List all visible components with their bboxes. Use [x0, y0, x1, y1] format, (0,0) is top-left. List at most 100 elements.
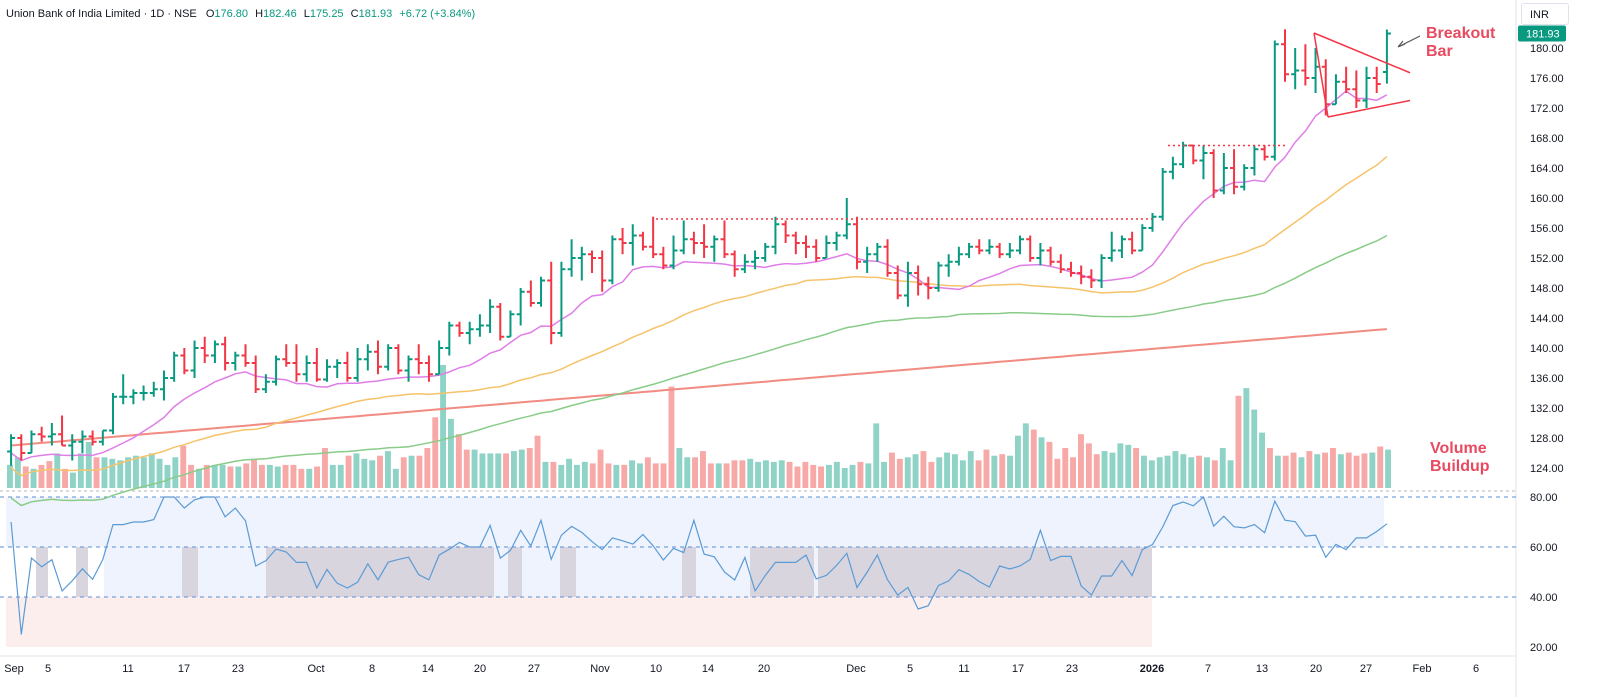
ohlc-bar [139, 385, 148, 401]
volume-bar [1306, 451, 1313, 488]
volume-text-2: Buildup [1430, 458, 1490, 475]
ohlc-bar [720, 220, 729, 258]
volume-bar [266, 464, 273, 488]
volume-bar [1211, 460, 1218, 488]
ma20-line [10, 90, 1388, 462]
volume-bar [818, 466, 824, 488]
volume-bar [668, 386, 675, 488]
last-price-tag [1518, 25, 1566, 42]
volume-bar [455, 434, 462, 488]
ohlc-bar [1362, 66, 1371, 108]
volume-bar [928, 461, 935, 488]
volume-bar [463, 449, 470, 488]
price-tick-label: 160.00 [1530, 193, 1564, 205]
ohlc-bar [1301, 44, 1310, 86]
volume-bar [274, 466, 281, 488]
time-tick-label: 5 [907, 663, 913, 675]
ohlc-bar [985, 239, 994, 255]
ohlc-bar [822, 235, 831, 259]
volume-bar [70, 472, 76, 488]
volume-bar [794, 466, 801, 488]
volume-bar [227, 466, 234, 488]
rsi-grey-segment [508, 547, 522, 597]
volume-bar [1022, 423, 1029, 488]
volume-bar [345, 455, 352, 488]
ohlc-bar [129, 389, 138, 405]
ma50-line [10, 156, 1388, 477]
time-tick-label: 20 [1310, 663, 1322, 675]
volume-bar [896, 458, 903, 488]
time-tick-label: Oct [307, 663, 324, 675]
volume-bar [1078, 434, 1084, 488]
time-tick-label: Nov [590, 663, 610, 675]
ohlc-bar [1240, 164, 1249, 191]
ohlc-bar [608, 235, 617, 285]
volume-bar [865, 463, 872, 488]
ohlc-bar [740, 254, 749, 273]
volume-bar [1062, 448, 1069, 488]
ohlc-bar [598, 250, 607, 292]
volume-bar [1070, 457, 1076, 489]
ohlc-bar [190, 340, 199, 378]
price-tick-label: 148.00 [1530, 283, 1564, 295]
volume-bar [747, 458, 754, 488]
volume-bar [518, 449, 525, 488]
ohlc-bar [1270, 40, 1279, 161]
ohlc-bar [435, 340, 444, 376]
volume-bar [692, 457, 698, 489]
volume-bar [1125, 444, 1132, 488]
time-tick-label: 11 [958, 663, 969, 675]
volume-bar [22, 466, 29, 488]
volume-bar [306, 468, 313, 488]
volume-bar [1251, 409, 1258, 488]
volume-bar [235, 466, 242, 488]
volume-bar [1322, 452, 1328, 488]
ohlc-bar [1250, 145, 1259, 176]
time-tick-label: 23 [232, 663, 244, 675]
volume-bar [203, 464, 210, 488]
breakout-text-2: Bar [1426, 43, 1453, 60]
volume-bar [314, 466, 320, 488]
time-tick-label: 13 [1256, 663, 1268, 675]
volume-bar [1007, 455, 1013, 488]
ohlc-bar [323, 359, 332, 382]
rsi-tick-label: 40.00 [1530, 592, 1558, 604]
rsi-grey-segment [560, 547, 576, 597]
ohlc-bar [1026, 235, 1035, 262]
volume-bar [337, 464, 344, 488]
ohlc-bar [180, 348, 189, 375]
rsi-tick-label: 60.00 [1530, 542, 1558, 554]
volume-bar [581, 461, 588, 488]
volume-bar [298, 468, 305, 488]
volume-bar [503, 453, 509, 488]
volume-bar [1282, 455, 1289, 488]
volume-bar [495, 453, 502, 488]
ohlc-bar [1056, 254, 1065, 273]
volume-bar [251, 458, 257, 488]
rsi-band-lower [6, 597, 1152, 647]
ohlc-bar [689, 231, 698, 255]
price-tick-label: 168.00 [1530, 133, 1564, 145]
volume-bar [1046, 441, 1053, 488]
rsi-grey-segment [182, 547, 198, 597]
triangle-upper-line [1313, 32, 1411, 74]
ohlc-bar [1077, 265, 1086, 285]
close-label: C [350, 8, 359, 20]
time-tick-label: 17 [1012, 663, 1024, 675]
currency-button[interactable] [1521, 3, 1569, 25]
volume-bar [770, 461, 777, 488]
ohlc-bar [47, 423, 56, 446]
ohlc-bar [221, 336, 230, 371]
volume-bar [1314, 454, 1321, 488]
time-tick-label: 20 [474, 663, 486, 675]
ohlc-bar [751, 250, 760, 270]
low-value: 175.25 [309, 8, 344, 20]
volume-bar [424, 448, 431, 488]
rsi-grey-segment [750, 547, 814, 597]
ohlc-bar [1199, 145, 1208, 180]
breakout-annotation: Breakout Bar [1426, 25, 1495, 61]
volume-bar [1164, 455, 1171, 488]
ohlc-bar [231, 351, 240, 371]
ohlc-bar [883, 239, 892, 277]
